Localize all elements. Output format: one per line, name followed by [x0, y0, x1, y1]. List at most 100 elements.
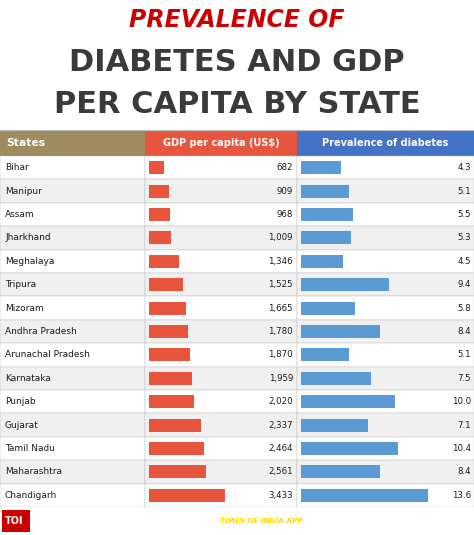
Text: 5.1: 5.1 [457, 350, 471, 360]
Bar [2, 510, 30, 532]
Bar [297, 414, 474, 437]
Bar [297, 296, 474, 320]
Text: Tamil Nadu: Tamil Nadu [5, 444, 55, 453]
Text: 1,009: 1,009 [268, 233, 293, 242]
Text: 2,561: 2,561 [268, 468, 293, 476]
Bar [0, 273, 145, 296]
Text: 2,337: 2,337 [268, 421, 293, 430]
Bar [145, 273, 297, 296]
Text: Maharashtra: Maharashtra [5, 468, 62, 476]
Bar [149, 232, 171, 244]
Bar [149, 348, 191, 361]
Bar [297, 156, 474, 179]
Bar [297, 320, 474, 343]
Bar [301, 232, 351, 244]
Bar [0, 156, 145, 179]
Text: 13.6: 13.6 [452, 491, 471, 500]
Text: Prevalence of diabetes: Prevalence of diabetes [322, 138, 449, 148]
Bar [149, 255, 179, 268]
Bar [301, 348, 349, 361]
Bar [145, 203, 297, 226]
Bar [0, 203, 145, 226]
Text: 5.3: 5.3 [457, 233, 471, 242]
Text: Mizoram: Mizoram [5, 303, 44, 312]
Text: Chandigarh: Chandigarh [5, 491, 57, 500]
Text: Tripura: Tripura [5, 280, 36, 289]
Text: 682: 682 [276, 163, 293, 172]
Bar [149, 161, 164, 174]
Text: Assam: Assam [5, 210, 35, 219]
Bar [301, 302, 356, 315]
Bar [0, 179, 145, 203]
Bar [145, 179, 297, 203]
Text: Manipur: Manipur [5, 187, 42, 196]
Bar [0, 130, 145, 156]
Bar [301, 185, 349, 197]
Bar [301, 465, 380, 478]
Bar [145, 296, 297, 320]
Text: 1,665: 1,665 [268, 303, 293, 312]
Text: Meghalaya: Meghalaya [5, 257, 55, 266]
Bar [297, 179, 474, 203]
Text: 968: 968 [277, 210, 293, 219]
Text: DIABETES AND GDP: DIABETES AND GDP [69, 48, 405, 77]
Bar [301, 325, 380, 338]
Text: GDP per capita (US$): GDP per capita (US$) [163, 138, 279, 148]
Bar [0, 437, 145, 460]
Bar [149, 325, 188, 338]
Text: 7.5: 7.5 [457, 374, 471, 383]
Text: 7.1: 7.1 [457, 421, 471, 430]
Bar [0, 250, 145, 273]
Bar [145, 156, 297, 179]
Text: 8.4: 8.4 [457, 327, 471, 336]
Bar [149, 278, 183, 291]
Bar [149, 372, 192, 385]
Bar [297, 366, 474, 390]
Text: Arunachal Pradesh: Arunachal Pradesh [5, 350, 90, 360]
Bar [297, 130, 474, 156]
Bar [0, 366, 145, 390]
Bar [0, 460, 145, 484]
Bar [145, 226, 297, 250]
Bar [297, 250, 474, 273]
Bar [145, 390, 297, 414]
Text: 2,020: 2,020 [268, 397, 293, 406]
Bar [149, 208, 171, 221]
Text: 1,525: 1,525 [268, 280, 293, 289]
Bar [301, 372, 371, 385]
Bar [145, 414, 297, 437]
Text: 2,464: 2,464 [268, 444, 293, 453]
Bar [297, 203, 474, 226]
Bar [0, 414, 145, 437]
Bar [297, 437, 474, 460]
Bar [0, 484, 145, 507]
Bar [149, 465, 206, 478]
Text: TOI: TOI [5, 516, 24, 526]
Bar [149, 442, 203, 455]
Text: 9.4: 9.4 [457, 280, 471, 289]
Bar [301, 419, 367, 432]
Bar [301, 489, 428, 502]
Bar [301, 255, 343, 268]
Text: Punjab: Punjab [5, 397, 36, 406]
Bar [145, 460, 297, 484]
Text: 1,870: 1,870 [268, 350, 293, 360]
Bar [297, 460, 474, 484]
Text: 4.3: 4.3 [457, 163, 471, 172]
Bar [301, 208, 353, 221]
Text: 4.5: 4.5 [457, 257, 471, 266]
Bar [145, 130, 297, 156]
Text: PER CAPITA BY STATE: PER CAPITA BY STATE [54, 90, 420, 119]
Text: TIMES OF INDIA APP: TIMES OF INDIA APP [220, 518, 302, 524]
Text: Bihar: Bihar [5, 163, 29, 172]
Bar [0, 343, 145, 366]
Text: 10.4: 10.4 [452, 444, 471, 453]
Text: 5.1: 5.1 [457, 187, 471, 196]
Bar [0, 390, 145, 414]
Bar [149, 302, 186, 315]
Text: 1,780: 1,780 [268, 327, 293, 336]
Bar [297, 484, 474, 507]
Bar [297, 226, 474, 250]
Bar [145, 320, 297, 343]
Bar [297, 273, 474, 296]
